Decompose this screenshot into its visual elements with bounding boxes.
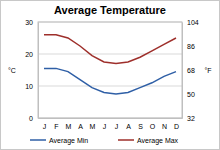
- x-tick: A: [78, 118, 83, 130]
- series-line: [44, 35, 176, 64]
- x-tick: M: [66, 118, 72, 130]
- y2-tick-label: 50: [187, 91, 195, 98]
- x-tick: J: [103, 118, 107, 130]
- legend-label: Average Min: [49, 137, 88, 145]
- y-tick: 20: [25, 51, 38, 58]
- grid-line: [38, 54, 182, 55]
- x-tick: J: [43, 118, 47, 130]
- x-tick: J: [115, 118, 119, 130]
- x-tick-label: N: [162, 123, 167, 130]
- x-tick: F: [54, 118, 58, 130]
- x-tick-label: M: [66, 123, 72, 130]
- y2-axis: 32 50 68 86 104: [182, 19, 199, 122]
- x-tick-label: A: [78, 123, 83, 130]
- y-tick-label: 30: [25, 19, 33, 26]
- x-axis: JFMAMJJASOND: [39, 118, 183, 130]
- y-tick-label: 10: [25, 83, 33, 90]
- y2-tick-label: 86: [187, 43, 195, 50]
- x-tick: M: [90, 118, 96, 130]
- legend-label: Average Max: [137, 137, 179, 145]
- x-tick: N: [162, 118, 167, 130]
- x-axis-line: [39, 118, 183, 119]
- x-tick-label: O: [150, 123, 156, 130]
- y2-tick: 86: [182, 43, 195, 50]
- y-axis-title: °C: [8, 67, 16, 74]
- y2-tick: 68: [182, 67, 195, 74]
- chart: Average Temperature010203032506886104JFM…: [0, 0, 220, 150]
- grid: [38, 22, 182, 118]
- y2-tick: 50: [182, 91, 195, 98]
- x-tick-label: F: [54, 123, 58, 130]
- x-tick-label: A: [126, 123, 131, 130]
- y-tick: 0: [29, 115, 38, 122]
- y2-axis-title: °F: [204, 67, 211, 74]
- y-tick-label: 0: [29, 115, 33, 122]
- y-axis-line: [38, 23, 39, 119]
- x-tick-label: J: [103, 123, 107, 130]
- picture-frame: [1, 1, 220, 150]
- legend-swatch: [118, 139, 134, 141]
- plot-frame: [38, 22, 182, 118]
- series-line: [44, 68, 176, 94]
- x-tick-label: M: [90, 123, 96, 130]
- y-tick-label: 20: [25, 51, 33, 58]
- x-tick: O: [150, 118, 156, 130]
- y2-tick-label: 32: [187, 115, 195, 122]
- grid-line: [38, 86, 182, 87]
- chart-title: Average Temperature: [54, 4, 166, 16]
- y2-tick-label: 104: [187, 19, 199, 26]
- legend: Average Min Average Max: [30, 137, 179, 145]
- legend-swatch: [30, 139, 46, 141]
- y-axis: 0 10 20 30: [25, 19, 38, 122]
- x-tick-label: J: [43, 123, 47, 130]
- plot-area: [44, 35, 176, 94]
- x-tick: S: [138, 118, 143, 130]
- x-tick-label: S: [138, 123, 143, 130]
- y2-axis-line: [182, 23, 183, 119]
- y2-tick-label: 68: [187, 67, 195, 74]
- x-tick-label: J: [115, 123, 119, 130]
- x-tick-label: D: [174, 123, 179, 130]
- x-tick: D: [174, 118, 179, 130]
- y2-tick: 32: [182, 115, 195, 122]
- y-tick: 30: [25, 19, 38, 26]
- y-tick: 10: [25, 83, 38, 90]
- y2-tick: 104: [182, 19, 199, 26]
- x-tick: A: [126, 118, 131, 130]
